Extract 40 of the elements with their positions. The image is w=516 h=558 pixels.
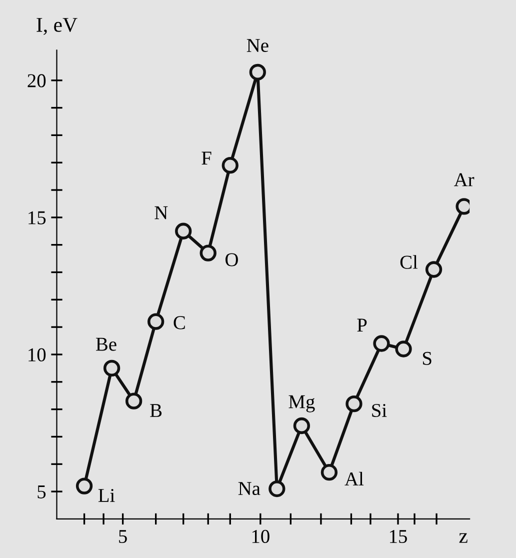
annotation: S — [423, 352, 432, 365]
x-tick-label: 10 — [252, 530, 270, 544]
annotation: F — [202, 152, 212, 164]
annotation: B — [150, 404, 162, 417]
point — [320, 464, 338, 481]
y-tick-label: 10 — [28, 348, 46, 362]
annotation: Li — [98, 488, 115, 502]
point — [222, 157, 238, 174]
point — [395, 340, 412, 358]
x-axis-title: z — [459, 533, 468, 543]
annotation: Cl — [400, 255, 418, 269]
point — [200, 244, 216, 262]
point — [346, 395, 362, 412]
annotation: Si — [372, 404, 387, 418]
point — [293, 417, 310, 434]
annotation: Al — [344, 472, 364, 486]
annotation: C — [174, 316, 185, 330]
point — [249, 64, 266, 80]
y-tick-label: 5 — [38, 486, 46, 498]
x-tick-label: 5 — [119, 530, 127, 544]
annotation: Na — [238, 482, 260, 496]
point — [103, 360, 120, 377]
point — [373, 335, 390, 352]
point — [425, 261, 442, 278]
y-tick-label: 15 — [28, 211, 46, 224]
y-tick-label: 20 — [28, 74, 46, 88]
y-axis-title: I, eV — [36, 18, 78, 35]
point — [175, 222, 192, 240]
annotation: Ar — [454, 173, 474, 186]
annotation: Mg — [288, 395, 315, 412]
annotation: Ne — [246, 39, 268, 52]
x-tick-label: 15 — [390, 530, 407, 544]
annotation: O — [226, 253, 238, 266]
point — [148, 313, 164, 330]
point — [268, 480, 286, 498]
annotation: Be — [96, 338, 116, 351]
annotation: N — [154, 206, 168, 220]
annotation: P — [357, 318, 367, 332]
point — [76, 478, 93, 494]
point — [125, 392, 142, 410]
